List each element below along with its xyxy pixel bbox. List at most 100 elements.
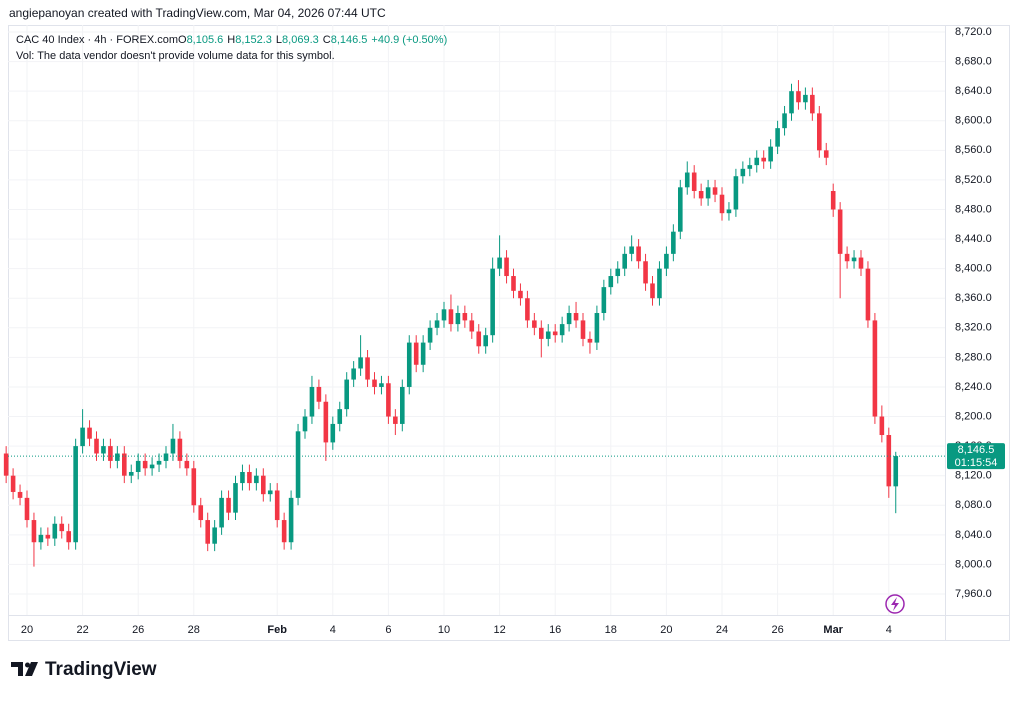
- candle-body: [274, 490, 280, 521]
- candle-body: [886, 435, 892, 487]
- countdown: 01:15:54: [955, 457, 998, 469]
- y-tick-label: 8,440.0: [955, 233, 992, 245]
- candle-body: [622, 253, 627, 269]
- candle-body: [267, 490, 273, 495]
- y-tick-label: 8,120.0: [955, 470, 992, 482]
- candle-body: [823, 150, 829, 158]
- candle-body: [441, 309, 447, 321]
- logo-shape: [11, 662, 23, 676]
- candle-body: [323, 401, 329, 443]
- candle-body: [226, 497, 231, 513]
- candle-body: [379, 383, 384, 387]
- candle-body: [539, 327, 544, 339]
- candle-body: [24, 497, 30, 521]
- y-tick-label: 8,400.0: [955, 263, 992, 275]
- candle-body: [643, 261, 648, 284]
- candle-body: [66, 531, 71, 543]
- candle-body: [601, 287, 607, 314]
- legend-title: CAC 40 Index · 4h · FOREX.com: [16, 34, 178, 46]
- overlay: 8,146.501:15:54: [8, 443, 1005, 470]
- candle-body: [719, 194, 725, 214]
- candle-body: [170, 438, 176, 454]
- x-tick-label: Feb: [267, 624, 287, 636]
- x-tick-label: 20: [21, 624, 33, 636]
- ohlc-value: 8,146.5: [331, 34, 368, 46]
- candle-body: [330, 423, 336, 443]
- x-tick-label: 18: [605, 624, 617, 636]
- candle-body: [684, 172, 690, 188]
- candle-body: [782, 113, 787, 129]
- x-tick-label: 28: [188, 624, 200, 636]
- candle-body: [344, 379, 349, 410]
- candle-body: [73, 446, 78, 543]
- candle-body: [671, 231, 676, 254]
- candle-body: [497, 257, 502, 269]
- x-tick-label: 16: [549, 624, 561, 636]
- candles: [3, 80, 899, 567]
- x-tick-label: 26: [771, 624, 783, 636]
- candle-body: [337, 409, 343, 424]
- last-price-label: 8,146.5: [958, 444, 995, 456]
- candle-body: [803, 94, 808, 103]
- candle-body: [844, 253, 850, 262]
- candle-body: [754, 157, 760, 166]
- candle-body: [566, 313, 572, 325]
- ohlc-values: O8,105.6 H8,152.3 L8,069.3 C8,146.5 +40.9 (+…: [178, 34, 447, 46]
- candle-body: [142, 460, 148, 469]
- candle-body: [205, 520, 210, 544]
- candle-body: [545, 331, 551, 339]
- x-tick-label: 24: [716, 624, 728, 636]
- candle-body: [511, 276, 516, 291]
- x-tick-label: 6: [385, 624, 391, 636]
- candle-body: [768, 146, 773, 162]
- candle-body: [135, 460, 141, 472]
- candle-body: [31, 520, 37, 543]
- candle-body: [38, 534, 44, 543]
- candle-body: [747, 165, 753, 169]
- candle-body: [462, 313, 468, 321]
- candle-body: [3, 453, 9, 476]
- candle-body: [740, 168, 746, 177]
- y-tick-label: 8,480.0: [955, 203, 992, 215]
- candle-body: [122, 453, 127, 476]
- candle-body: [594, 313, 600, 343]
- candle-body: [573, 313, 579, 321]
- candle-body: [233, 483, 238, 513]
- candle-body: [775, 128, 780, 147]
- y-tick-label: 8,360.0: [955, 292, 992, 304]
- candle-body: [865, 268, 871, 321]
- candle-body: [386, 383, 391, 417]
- candle-body: [893, 456, 899, 487]
- x-tick-label: 26: [132, 624, 144, 636]
- candle-body: [552, 331, 558, 336]
- ohlc-legend: O8,105.6 H8,152.3 L8,069.3 C8,146.5 +40.9 (+…: [178, 34, 447, 46]
- candle-body: [52, 523, 58, 539]
- candle-body: [309, 386, 315, 417]
- candle-body: [817, 113, 822, 151]
- ohlc-prefix: O: [178, 34, 187, 46]
- candle-body: [525, 298, 530, 321]
- y-tick-label: 8,200.0: [955, 410, 992, 422]
- brand: TradingView: [45, 659, 157, 680]
- y-tick-label: 8,240.0: [955, 381, 992, 393]
- candle-body: [101, 446, 106, 454]
- candle-body: [580, 320, 586, 339]
- y-tick-label: 8,000.0: [955, 558, 992, 570]
- y-tick-label: 8,280.0: [955, 351, 992, 363]
- candle-body: [733, 176, 739, 210]
- candle-body: [789, 91, 794, 114]
- ohlc-prefix: L: [276, 34, 282, 46]
- candle-body: [504, 257, 509, 277]
- candle-body: [156, 460, 162, 465]
- candle-body: [469, 320, 475, 332]
- candle-body: [149, 464, 155, 469]
- y-tick-label: 8,560.0: [955, 144, 992, 156]
- candle-body: [247, 471, 252, 484]
- candle-body: [17, 491, 23, 498]
- alert-bolt: [891, 597, 899, 611]
- alert-icon[interactable]: [885, 594, 905, 614]
- candle-body: [163, 453, 169, 461]
- candle-body: [59, 523, 65, 532]
- candle-body: [420, 342, 426, 365]
